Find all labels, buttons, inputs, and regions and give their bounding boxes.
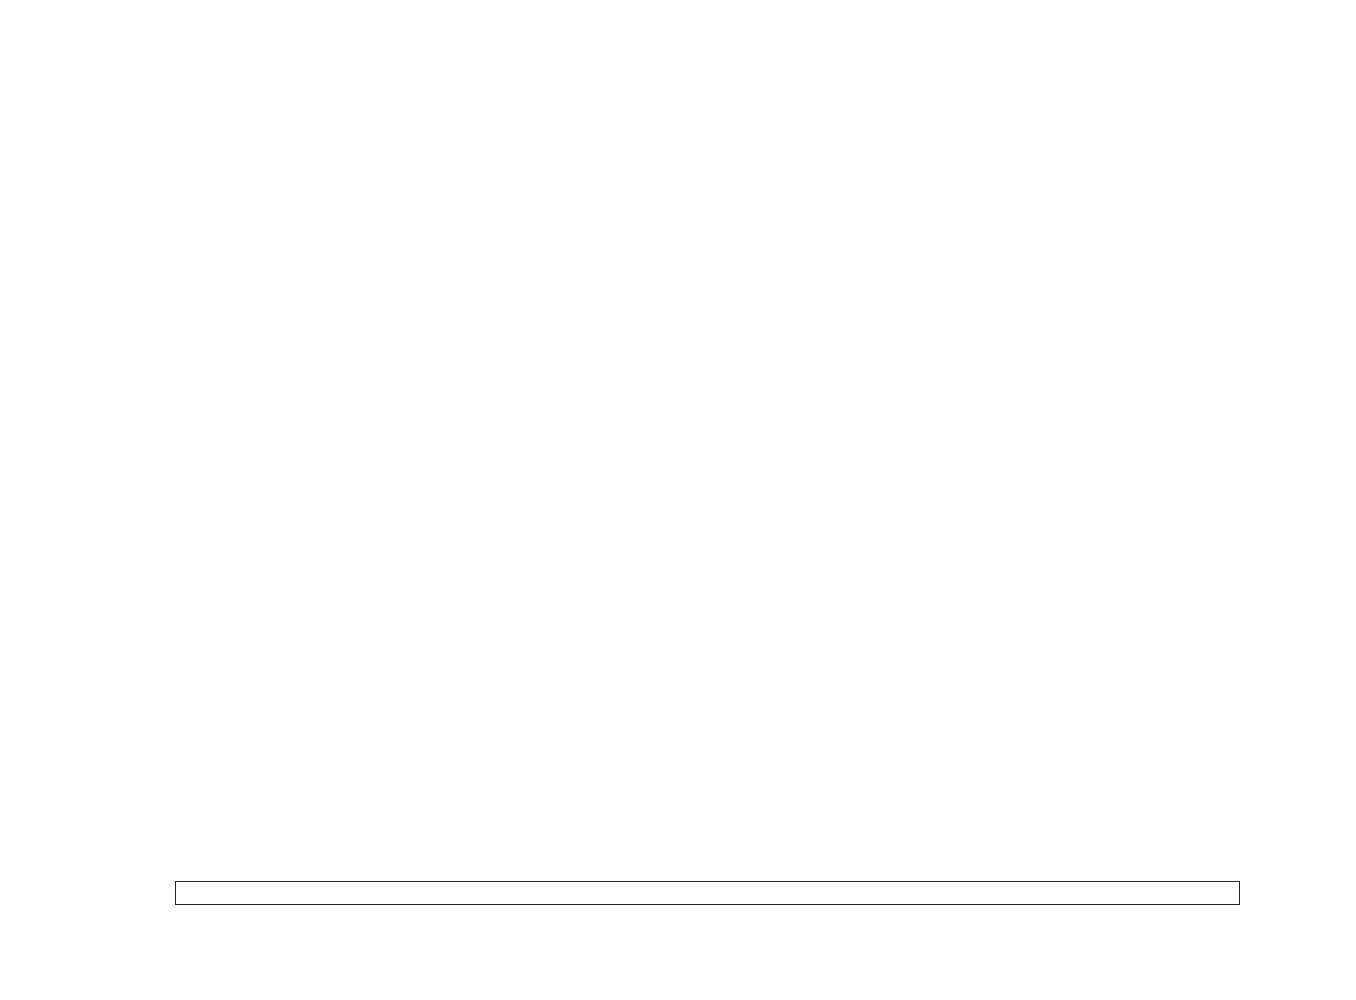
colorbar: [175, 881, 1240, 905]
sst-gradient-heatmap: [175, 123, 1227, 839]
map-axes-area: [175, 123, 1227, 839]
